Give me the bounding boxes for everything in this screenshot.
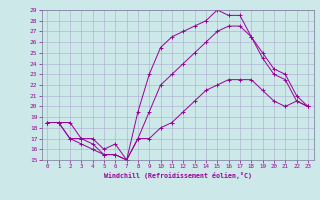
X-axis label: Windchill (Refroidissement éolien,°C): Windchill (Refroidissement éolien,°C) (104, 172, 252, 179)
